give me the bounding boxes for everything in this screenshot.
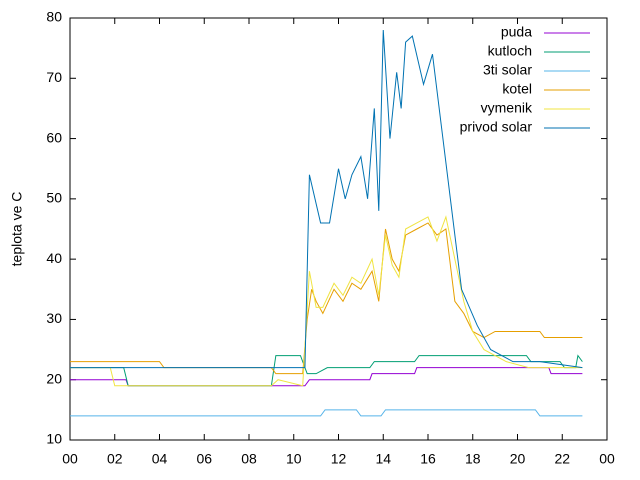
legend-label: kotel (502, 81, 532, 97)
x-tick-label: 14 (375, 451, 391, 467)
x-tick-label: 08 (241, 451, 257, 467)
y-tick-label: 30 (46, 310, 62, 326)
y-tick-label: 50 (46, 190, 62, 206)
x-tick-label: 10 (286, 451, 302, 467)
y-tick-label: 20 (46, 370, 62, 386)
x-tick-label: 06 (196, 451, 212, 467)
x-tick-label: 20 (510, 451, 526, 467)
y-axis-label: teplota ve C (9, 192, 25, 267)
series-line (70, 222, 583, 375)
y-tick-label: 70 (46, 69, 62, 85)
series-line (70, 354, 583, 387)
series-line (70, 30, 583, 369)
legend-label: 3ti solar (483, 62, 532, 78)
series-line (70, 215, 583, 387)
x-tick-label: 16 (420, 451, 436, 467)
x-tick-label: 22 (554, 451, 570, 467)
x-tick-label: 12 (331, 451, 347, 467)
legend-label: vymenik (481, 100, 533, 116)
legend-label: puda (501, 24, 532, 40)
y-tick-label: 10 (46, 431, 62, 447)
x-tick-label: 04 (152, 451, 168, 467)
y-tick-label: 60 (46, 129, 62, 145)
x-tick-label: 00 (62, 451, 78, 467)
x-tick-label: 18 (465, 451, 481, 467)
x-tick-label: 00 (599, 451, 615, 467)
series-line (70, 409, 583, 417)
series-line (70, 367, 583, 387)
legend-label: privod solar (460, 119, 533, 135)
y-tick-label: 80 (46, 9, 62, 25)
x-tick-label: 02 (107, 451, 123, 467)
legend-label: kutloch (488, 43, 532, 59)
y-tick-label: 40 (46, 250, 62, 266)
